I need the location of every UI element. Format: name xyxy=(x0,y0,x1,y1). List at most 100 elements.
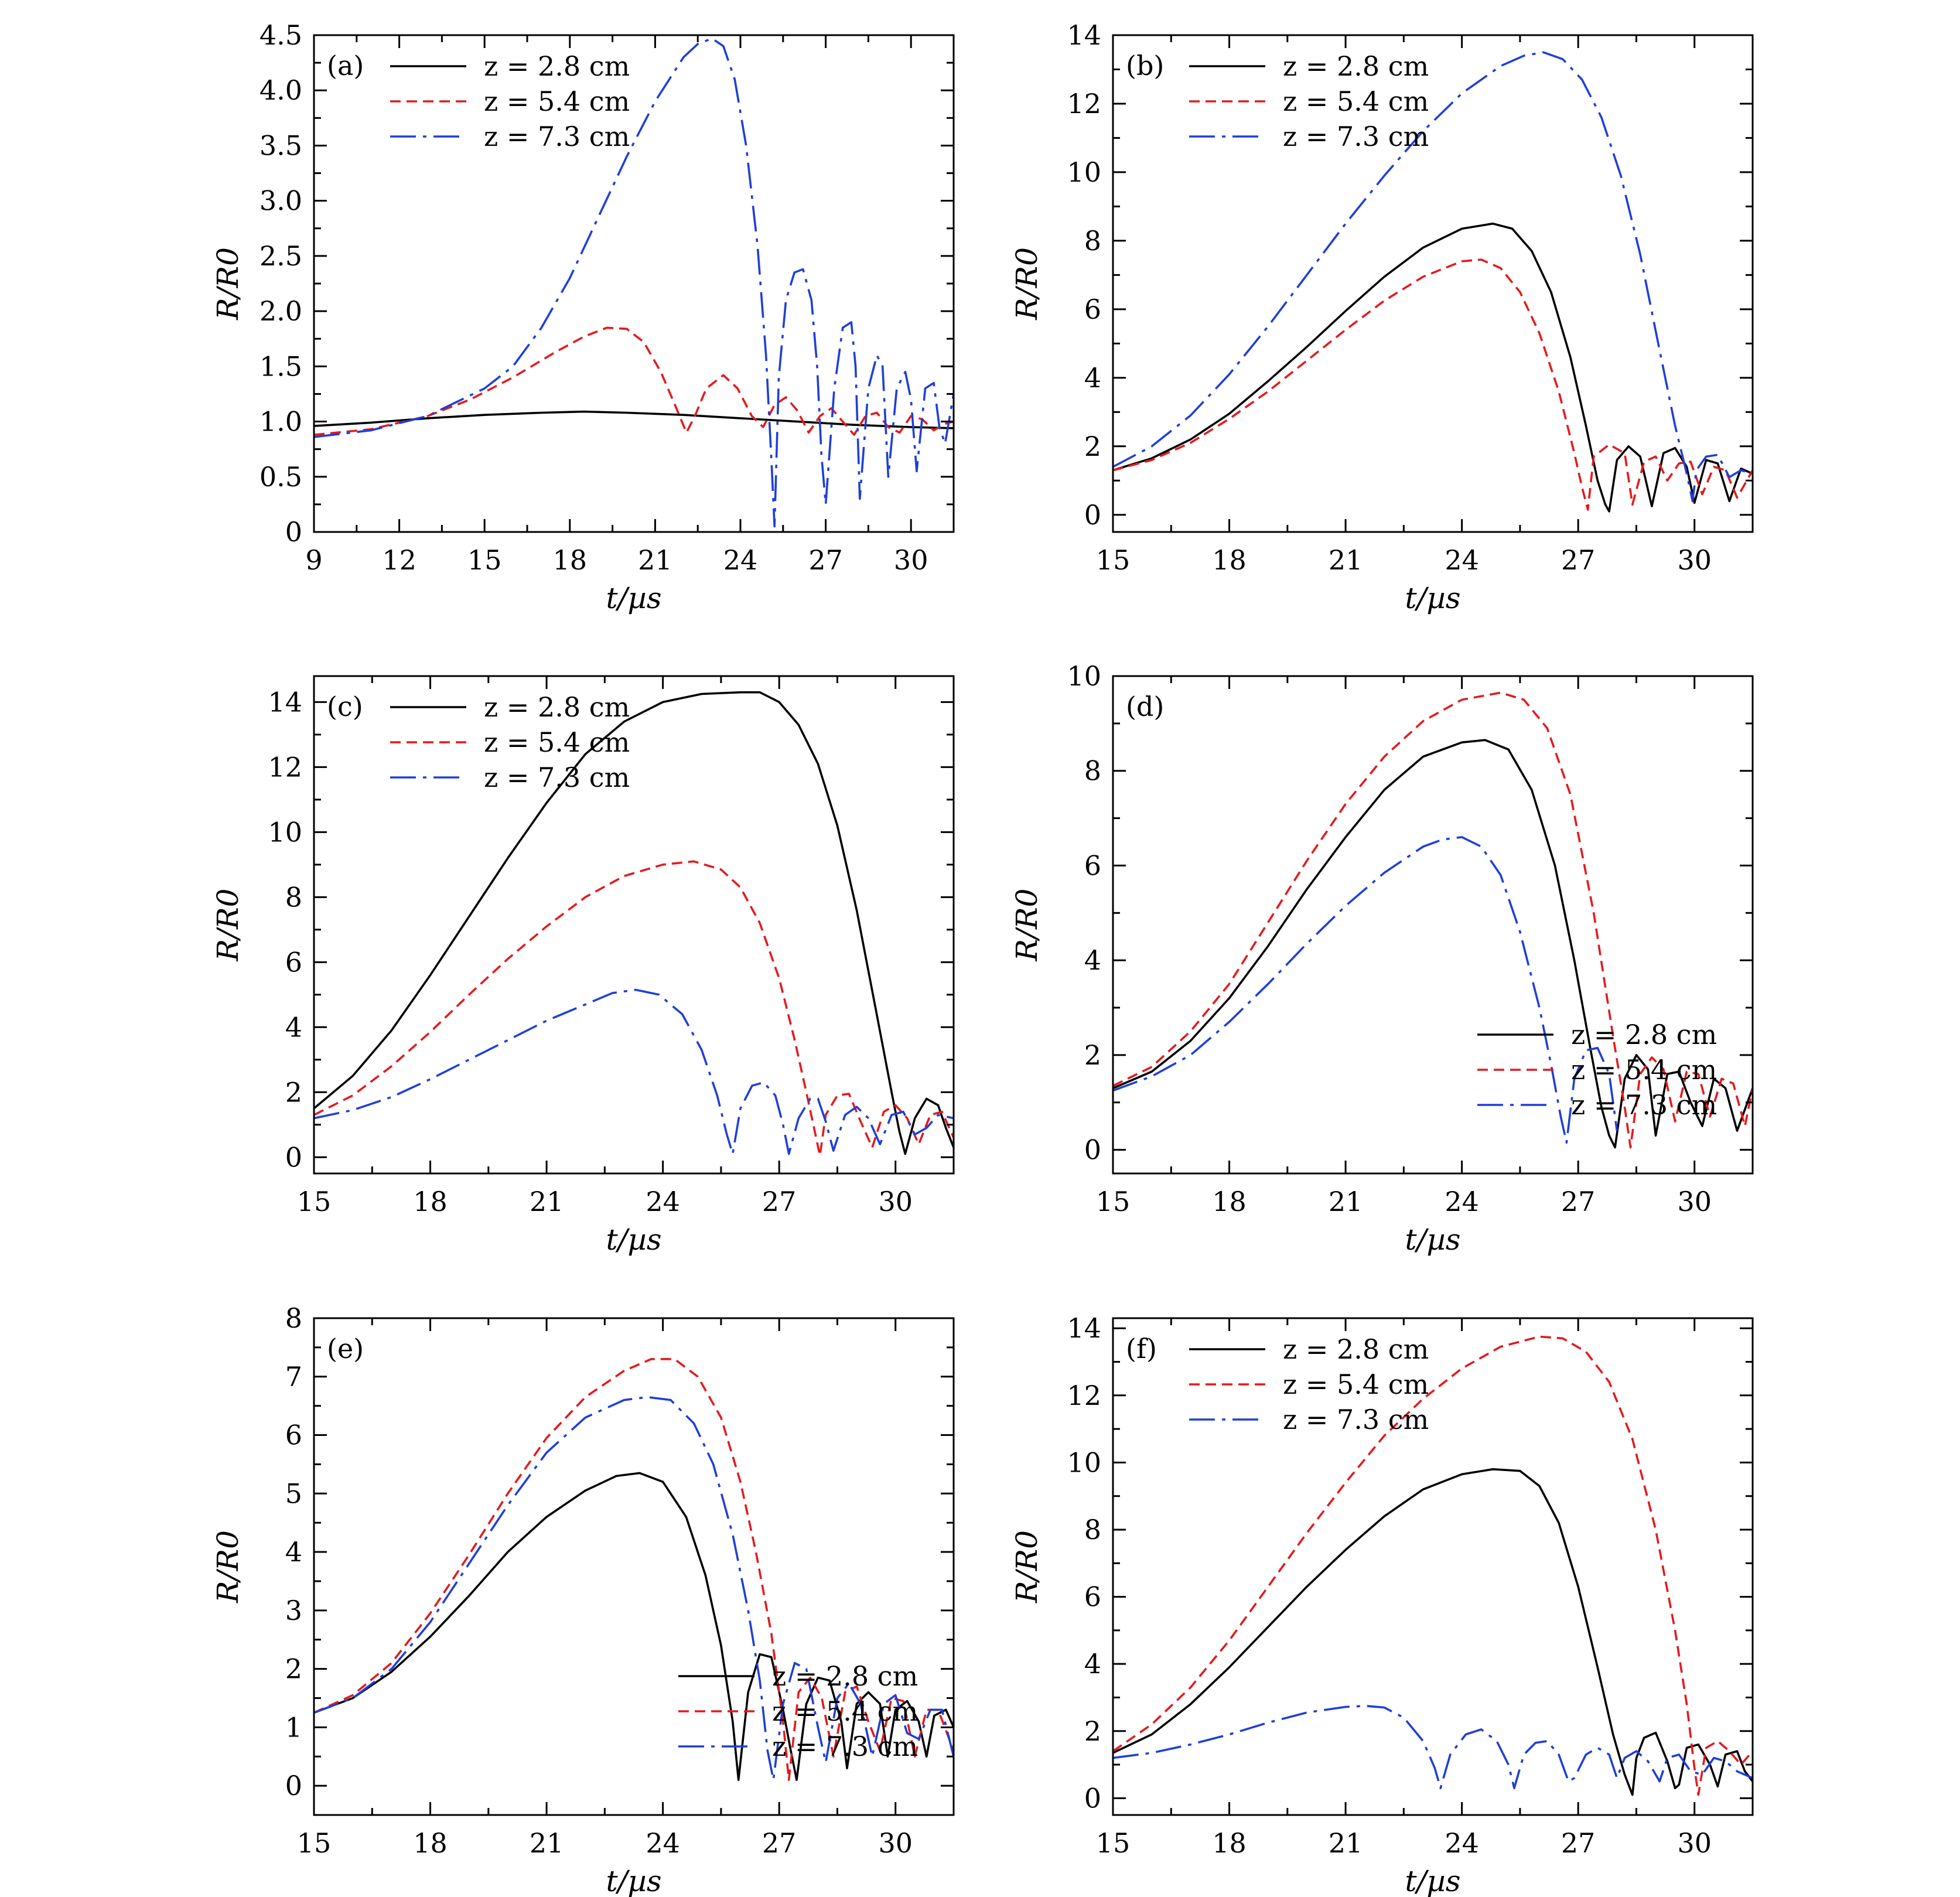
y-axis-label: R/R0 xyxy=(211,1530,245,1603)
x-tick-label: 18 xyxy=(553,544,588,576)
y-tick-label: 6 xyxy=(1084,849,1101,881)
plot-frame xyxy=(313,1317,955,1816)
x-axis-label: t/µs xyxy=(606,1864,661,1897)
x-tick-label: 21 xyxy=(530,1827,564,1859)
x-tick-label: 15 xyxy=(1096,544,1131,576)
x-tick-label: 24 xyxy=(1445,544,1479,576)
y-tick-label: 8 xyxy=(1084,225,1101,257)
x-tick-label: 15 xyxy=(467,544,502,576)
legend-label-0: z = 2.8 cm xyxy=(1283,50,1429,82)
y-tick-label: 0 xyxy=(285,1770,302,1802)
legend-label-1: z = 5.4 cm xyxy=(484,86,630,117)
y-tick-label: 8 xyxy=(285,881,302,913)
x-tick-label: 18 xyxy=(1212,544,1247,576)
y-tick-label: 4 xyxy=(1084,1648,1101,1680)
plot-frame xyxy=(1112,675,1754,1175)
x-tick-label: 24 xyxy=(723,544,758,576)
legend-label-0: z = 2.8 cm xyxy=(484,50,630,82)
legend: z = 2.8 cmz = 5.4 cm z = 7.3 cm xyxy=(678,1660,918,1762)
panel-label: (d) xyxy=(1126,691,1164,722)
x-tick-label: 24 xyxy=(1445,1827,1479,1859)
series-line-1 xyxy=(1113,1335,1753,1796)
legend-label-1: z = 5.4 cm xyxy=(772,1695,918,1727)
y-tick-label: 12 xyxy=(268,751,302,783)
x-tick-label: 12 xyxy=(382,544,416,576)
x-tick-label: 18 xyxy=(1212,1827,1247,1859)
series-line-0 xyxy=(1113,1468,1753,1796)
panel-label: (f) xyxy=(1126,1333,1157,1364)
x-tick-label: 15 xyxy=(1096,1186,1131,1217)
legend-label-1: z = 5.4 cm xyxy=(484,726,630,758)
y-tick-label: 10 xyxy=(1067,660,1101,692)
x-tick-label: 9 xyxy=(305,544,322,576)
y-axis-label: R/R0 xyxy=(1010,247,1044,320)
x-tick-label: 27 xyxy=(1561,544,1596,576)
y-tick-label: 6 xyxy=(285,1420,302,1451)
y-tick-label: 4.0 xyxy=(259,74,302,106)
legend-label-2: z = 7.3 cm xyxy=(484,762,630,793)
panel-label: (c) xyxy=(327,691,363,722)
y-tick-label: 14 xyxy=(1067,1312,1101,1344)
x-tick-label: 21 xyxy=(638,544,672,576)
y-tick-label: 4.5 xyxy=(259,19,302,51)
x-tick-label: 15 xyxy=(297,1827,332,1859)
y-tick-label: 0 xyxy=(1084,499,1101,531)
y-tick-label: 4 xyxy=(1084,362,1101,394)
x-tick-label: 27 xyxy=(808,544,843,576)
x-tick-label: 24 xyxy=(646,1186,680,1217)
x-tick-label: 21 xyxy=(1329,1827,1363,1859)
y-tick-label: 0 xyxy=(1084,1134,1101,1166)
series-line-1 xyxy=(314,1358,954,1781)
y-tick-label: 1.5 xyxy=(259,350,302,382)
x-tick-label: 18 xyxy=(413,1186,448,1217)
legend-label-0: z = 2.8 cm xyxy=(772,1660,918,1692)
y-tick-label: 3.0 xyxy=(259,185,302,217)
y-tick-label: 4 xyxy=(285,1011,302,1043)
series-line-1 xyxy=(314,860,954,1157)
legend: z = 2.8 cmz = 5.4 cmz = 7.3 cm xyxy=(390,50,630,152)
y-tick-label: 4 xyxy=(1084,944,1101,976)
legend-label-1: z = 5.4 cm xyxy=(1571,1054,1717,1086)
plot-frame xyxy=(313,675,955,1175)
x-tick-label: 24 xyxy=(1445,1186,1479,1217)
y-tick-label: 6 xyxy=(285,946,302,978)
series-line-2 xyxy=(314,1396,954,1781)
y-axis-label: R/R0 xyxy=(211,889,245,962)
y-tick-label: 2 xyxy=(1084,1715,1101,1747)
x-tick-label: 24 xyxy=(646,1827,680,1859)
series-line-2 xyxy=(314,988,954,1155)
series-group xyxy=(314,37,954,528)
series-line-0 xyxy=(1113,222,1753,513)
y-tick-label: 12 xyxy=(1067,88,1101,120)
series-line-1 xyxy=(1113,258,1753,511)
y-axis-label: R/R0 xyxy=(1010,889,1044,962)
panel-label: (b) xyxy=(1126,50,1164,81)
y-tick-label: 7 xyxy=(285,1361,302,1393)
x-tick-label: 27 xyxy=(762,1827,797,1859)
x-tick-label: 30 xyxy=(1677,544,1712,576)
panel-label: (e) xyxy=(327,1333,364,1364)
plot-frame xyxy=(1112,1317,1754,1816)
series-line-1 xyxy=(314,326,954,436)
legend-label-2: z = 7.3 cm xyxy=(772,1731,918,1762)
series-group xyxy=(314,691,954,1157)
legend: z = 2.8 cmz = 5.4 cmz = 7.3 cm xyxy=(390,691,630,793)
series-line-2 xyxy=(1113,1705,1753,1789)
y-tick-label: 2.0 xyxy=(259,295,302,327)
x-axis-label: t/µs xyxy=(606,1223,661,1257)
series-group xyxy=(1113,1335,1753,1796)
series-line-0 xyxy=(1113,739,1753,1149)
legend-label-1: z = 5.4 cm xyxy=(1283,86,1429,117)
x-tick-label: 27 xyxy=(1561,1827,1596,1859)
legend: z = 2.8 cmz = 5.4 cmz = 7.3 cm xyxy=(1189,50,1429,152)
x-tick-label: 30 xyxy=(878,1186,913,1217)
legend: z = 2.8 cmz = 5.4 cmz = 7.3 cm xyxy=(1189,1333,1429,1435)
panel-label: (a) xyxy=(327,50,364,81)
x-tick-label: 30 xyxy=(878,1827,913,1859)
x-tick-label: 27 xyxy=(1561,1186,1596,1217)
x-tick-label: 15 xyxy=(297,1186,332,1217)
legend-label-2: z = 7.3 cm xyxy=(1283,1404,1429,1435)
